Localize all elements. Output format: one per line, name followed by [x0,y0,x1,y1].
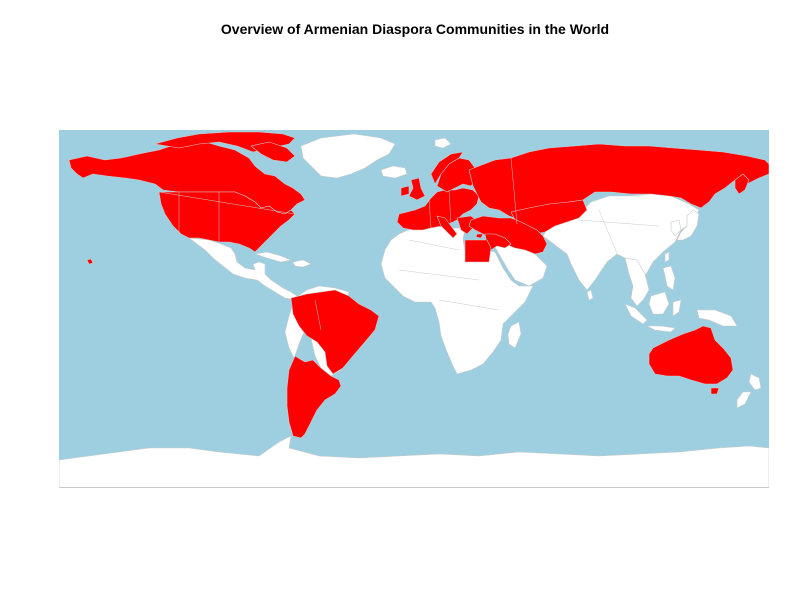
new-zealand-south [736,391,752,409]
norway-coast [430,151,464,185]
cyprus [475,233,484,239]
asia-border-2 [578,219,660,227]
borneo [648,291,670,315]
baffin-island [250,141,296,163]
indochina [624,257,650,307]
us-canada-border [158,191,296,215]
argentina-chile-uruguay [286,355,342,439]
africa-border-1 [408,239,460,251]
greenland [300,133,396,179]
mexico-central-america [188,237,298,301]
madagascar [507,321,522,349]
hispaniola [292,259,312,268]
asia-border-1 [598,209,620,259]
africa-border-3 [438,299,500,311]
java [646,325,676,333]
korea [670,219,682,237]
country-borders [158,157,660,331]
iceland [380,165,408,179]
western-europe [396,187,480,231]
egypt [464,239,492,263]
map-title: Overview of Armenian Diaspora Communitie… [220,21,610,37]
united-states [158,191,296,253]
other-countries [59,133,769,488]
ireland [400,185,410,197]
europe-border-1 [428,199,432,229]
new-guinea [696,309,738,327]
africa-border-2 [398,269,480,281]
sa-border-1 [314,299,322,331]
diaspora-countries [68,131,769,439]
new-zealand [748,373,762,391]
antarctica [59,435,769,488]
united-kingdom [408,177,426,201]
europe-border-2 [448,189,452,225]
turkey-caucasus-iran [468,215,548,255]
world-map [59,130,769,488]
tasmania [710,387,720,395]
italy [436,215,458,239]
taiwan [664,251,670,263]
cuba [254,251,292,263]
japan [676,209,700,241]
svalbard [434,137,452,149]
sri-lanka [586,289,594,301]
brazil [290,289,380,375]
australia [648,325,734,385]
kamchatka [734,173,750,195]
philippines [662,265,676,291]
sumatra [624,303,648,325]
south-east-asia [542,193,700,291]
hawaii [86,258,94,265]
russia-border [510,157,518,225]
sulawesi [672,299,682,317]
russia [468,143,769,221]
